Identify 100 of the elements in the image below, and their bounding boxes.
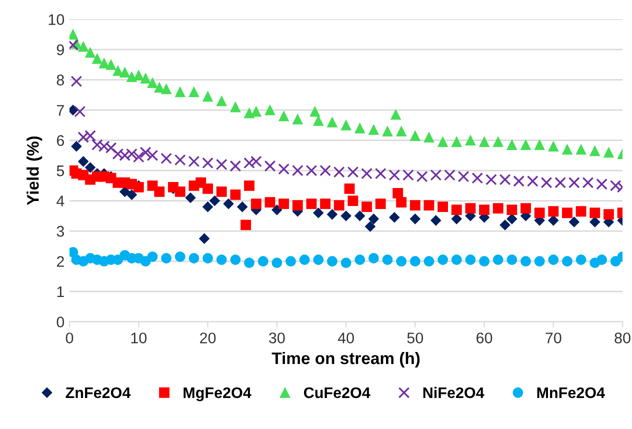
- point: [458, 170, 470, 182]
- point: [216, 254, 227, 265]
- point: [396, 197, 407, 208]
- point: [492, 203, 504, 214]
- point: [230, 254, 241, 265]
- y-tick-label: 1: [57, 286, 64, 298]
- point: [161, 84, 172, 94]
- y-tick-label: 7: [56, 105, 64, 116]
- point: [320, 164, 331, 176]
- point: [368, 214, 379, 224]
- point: [438, 254, 448, 265]
- y-tick-label: 6: [56, 135, 64, 146]
- point: [120, 67, 130, 78]
- point: [161, 253, 172, 264]
- point: [286, 256, 296, 266]
- y-tick-label: 2: [56, 256, 64, 267]
- point: [506, 204, 518, 216]
- point: [106, 59, 116, 70]
- point: [430, 169, 442, 181]
- point: [278, 110, 290, 122]
- point: [438, 136, 448, 148]
- point: [340, 120, 352, 130]
- point: [92, 53, 102, 64]
- point: [344, 183, 355, 194]
- point: [74, 106, 86, 118]
- point: [438, 202, 448, 212]
- point: [132, 151, 144, 163]
- point: [199, 233, 210, 244]
- point: [333, 166, 345, 178]
- point: [154, 82, 165, 93]
- point: [451, 254, 462, 265]
- point: [368, 253, 379, 264]
- point: [237, 202, 248, 212]
- point: [526, 175, 538, 187]
- point: [520, 256, 531, 266]
- point: [264, 197, 276, 208]
- point: [292, 164, 304, 176]
- point: [410, 256, 420, 266]
- point: [264, 160, 276, 172]
- point: [568, 176, 580, 188]
- point: [492, 136, 504, 148]
- point: [451, 204, 462, 216]
- legend-label: MnFe2O4: [537, 387, 605, 398]
- point: [244, 258, 254, 268]
- point: [299, 254, 310, 265]
- point: [465, 254, 476, 265]
- point: [340, 210, 352, 222]
- point: [334, 200, 344, 211]
- point: [364, 221, 376, 232]
- point: [202, 202, 214, 212]
- point: [554, 176, 566, 188]
- point: [392, 188, 404, 198]
- point: [71, 141, 82, 152]
- legend-label: NiFe2O4: [423, 386, 484, 398]
- point: [396, 126, 407, 136]
- x-axis-title: Time on stream (h): [272, 352, 420, 368]
- point: [147, 78, 158, 88]
- point: [147, 252, 158, 262]
- point: [582, 176, 594, 188]
- point: [534, 256, 545, 266]
- point: [492, 254, 504, 265]
- point: [174, 186, 186, 197]
- point: [250, 106, 262, 117]
- point: [590, 216, 600, 228]
- point: [313, 208, 324, 218]
- point: [382, 126, 393, 136]
- point: [485, 174, 497, 186]
- point: [424, 256, 434, 266]
- x-tick-label: 0: [66, 332, 74, 344]
- point: [396, 256, 407, 266]
- point: [610, 180, 622, 192]
- point: [451, 214, 462, 224]
- x-tick-label: 70: [546, 332, 562, 344]
- point: [534, 140, 545, 150]
- point: [562, 208, 572, 218]
- point: [244, 108, 254, 118]
- y-tick-label: 8: [56, 74, 64, 86]
- point: [78, 41, 89, 52]
- point: [216, 186, 227, 197]
- point: [465, 135, 476, 146]
- point: [410, 200, 420, 211]
- point: [264, 104, 276, 116]
- point: [548, 254, 559, 265]
- point: [250, 198, 262, 210]
- point: [306, 198, 317, 210]
- point: [424, 132, 434, 142]
- point: [382, 254, 393, 265]
- point: [70, 76, 82, 87]
- point: [540, 176, 552, 188]
- point: [126, 189, 137, 200]
- point: [548, 215, 559, 226]
- point: [603, 209, 614, 220]
- point: [230, 190, 241, 200]
- point: [188, 86, 200, 98]
- x-tick-label: 60: [476, 332, 492, 344]
- point: [534, 208, 545, 218]
- point: [444, 169, 456, 181]
- point: [326, 209, 338, 220]
- point: [368, 124, 379, 135]
- point: [313, 115, 324, 126]
